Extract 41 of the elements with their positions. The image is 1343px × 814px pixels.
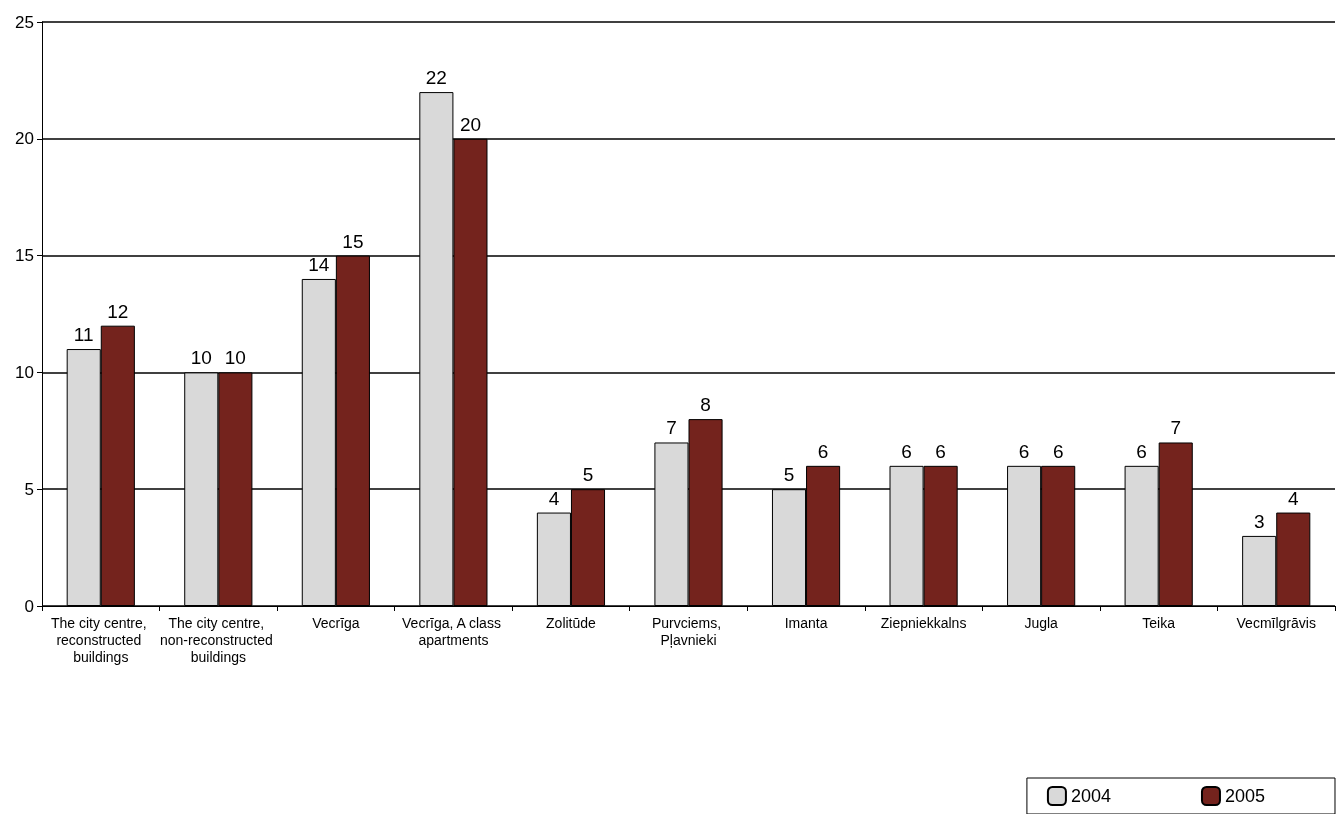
data-label: 6 [1052, 440, 1064, 462]
y-tick-label: 20 [15, 129, 34, 149]
y-tick-label: 15 [15, 246, 34, 266]
data-label: 11 [73, 324, 94, 346]
x-tick-label: The city centre, non-reconstructed buildings [159, 614, 277, 665]
data-label: 5 [582, 464, 594, 486]
x-tick-label: Zolitūde [546, 614, 597, 631]
data-label: 3 [1253, 510, 1265, 532]
x-tick-label: Teika [1142, 614, 1176, 631]
y-tick-label: 10 [15, 362, 34, 382]
data-label: 5 [783, 464, 795, 486]
data-label: 6 [935, 440, 946, 462]
x-tick-label: Vecrīga, A class apartments [402, 614, 505, 648]
data-label: 6 [1018, 440, 1030, 462]
x-tick-label: Purvciems, Pļavnieki [651, 614, 726, 648]
x-tick-label: Ziepniekkalns [880, 614, 967, 631]
data-label: 10 [190, 347, 212, 369]
legend-label: 2004 [1070, 786, 1111, 806]
data-label: 4 [548, 487, 560, 509]
data-label: 10 [224, 347, 246, 369]
y-tick-label: 25 [15, 12, 34, 32]
data-label: 12 [107, 300, 129, 322]
x-tick-label: Vecmīlgrāvis [1236, 614, 1316, 631]
data-label: 6 [901, 440, 912, 462]
legend-label: 2005 [1224, 786, 1265, 806]
data-label: 14 [308, 253, 330, 275]
data-label: 8 [700, 394, 711, 416]
x-tick-label: Imanta [784, 614, 828, 631]
y-tick-label: 0 [24, 596, 34, 616]
data-label: 22 [425, 67, 447, 89]
data-label: 6 [817, 440, 829, 462]
data-label: 6 [1136, 440, 1147, 462]
x-tick-label: The city centre, reconstructed buildings [50, 614, 151, 665]
data-label: 15 [342, 230, 364, 252]
y-tick-label: 5 [24, 479, 34, 499]
x-tick-label: Vecrīga [312, 614, 360, 631]
x-tick-label: Jugla [1024, 614, 1059, 631]
data-label: 20 [459, 113, 482, 135]
data-label: 7 [666, 417, 677, 439]
data-label: 4 [1287, 487, 1299, 509]
data-label: 7 [1170, 417, 1182, 439]
